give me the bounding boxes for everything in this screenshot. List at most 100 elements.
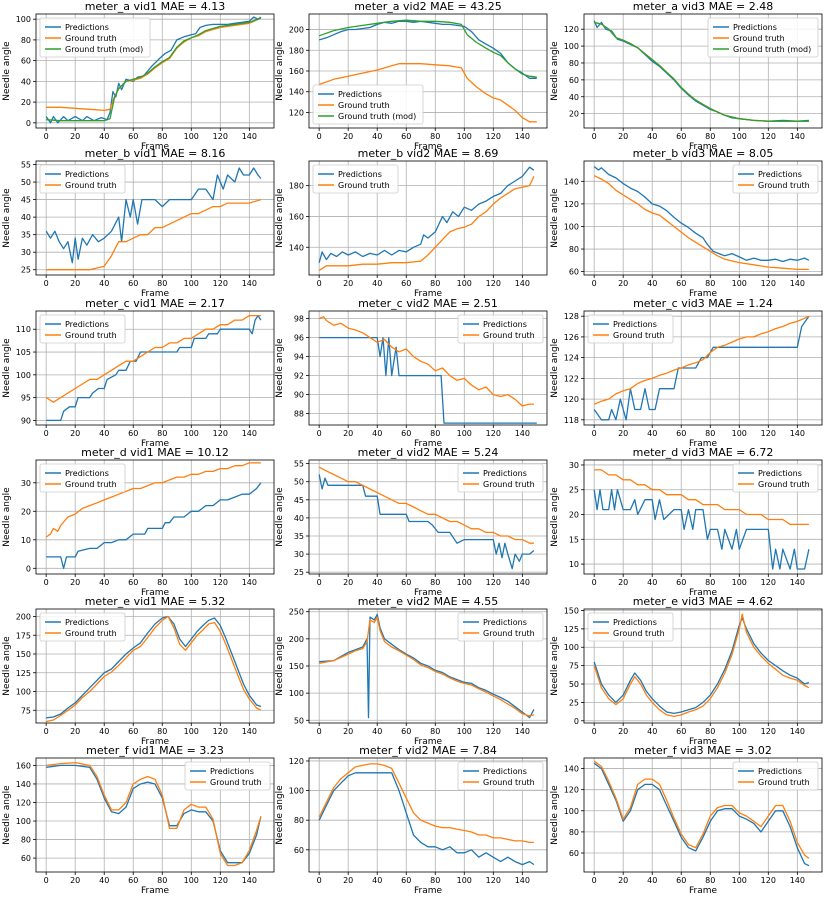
series-line-predictions bbox=[46, 615, 262, 719]
x-tick-label: 20 bbox=[70, 429, 80, 438]
legend-label: Ground truth bbox=[483, 629, 535, 638]
series-line-ground-truth bbox=[45, 314, 261, 403]
legend-label: Ground truth bbox=[758, 778, 810, 787]
y-tick-label: 160 bbox=[289, 212, 304, 221]
x-tick-label: 60 bbox=[401, 279, 411, 288]
legend-label: Predictions bbox=[338, 90, 382, 99]
x-axis-label: Frame bbox=[414, 142, 443, 152]
x-tick-label: 0 bbox=[592, 876, 597, 885]
chart-title: meter_a vid1 MAE = 4.13 bbox=[85, 0, 226, 13]
x-tick-label: 60 bbox=[401, 578, 411, 587]
x-tick-label: 60 bbox=[128, 727, 138, 736]
x-tick-label: 100 bbox=[457, 279, 472, 288]
x-tick-label: 120 bbox=[761, 876, 776, 885]
legend-label: Predictions bbox=[210, 767, 254, 776]
x-tick-label: 100 bbox=[184, 429, 199, 438]
chart-title: meter_c vid3 MAE = 1.24 bbox=[633, 297, 773, 310]
x-tick-label: 60 bbox=[676, 429, 686, 438]
x-tick-label: 100 bbox=[184, 132, 199, 141]
x-tick-label: 100 bbox=[184, 727, 199, 736]
x-tick-label: 140 bbox=[242, 279, 257, 288]
x-axis-label: Frame bbox=[414, 289, 443, 299]
y-tick-label: 50 bbox=[21, 178, 31, 187]
x-tick-label: 80 bbox=[705, 429, 715, 438]
legend: Predictions Ground truth bbox=[587, 612, 674, 642]
legend-label: Predictions bbox=[483, 767, 527, 776]
y-tick-label: 100 bbox=[564, 807, 579, 816]
x-tick-label: 80 bbox=[705, 578, 715, 587]
x-tick-label: 120 bbox=[213, 727, 228, 736]
y-tick-label: 120 bbox=[289, 108, 304, 117]
legend-box bbox=[312, 164, 399, 194]
legend-box bbox=[587, 612, 674, 642]
x-tick-label: 80 bbox=[430, 578, 440, 587]
axes-frame bbox=[583, 459, 823, 575]
x-tick-label: 80 bbox=[430, 876, 440, 885]
legend: Predictions Ground truth bbox=[587, 314, 674, 344]
y-tick-label: 60 bbox=[569, 76, 579, 85]
legend-label: Predictions bbox=[758, 767, 802, 776]
legend: Predictions Ground truth bbox=[184, 761, 271, 791]
y-tick-label: 200 bbox=[289, 26, 304, 35]
x-tick-label: 100 bbox=[732, 429, 747, 438]
y-tick-label: 160 bbox=[289, 67, 304, 76]
y-tick-label: 35 bbox=[294, 532, 304, 541]
y-tick-label: 100 bbox=[289, 787, 304, 796]
x-tick-label: 140 bbox=[790, 429, 805, 438]
x-tick-label: 60 bbox=[676, 132, 686, 141]
y-tick-label: 100 bbox=[16, 371, 31, 380]
y-axis-label: Needle angle bbox=[550, 188, 560, 248]
x-tick-label: 40 bbox=[99, 876, 109, 885]
y-tick-label: 25 bbox=[569, 486, 579, 495]
y-axis-label: Needle angle bbox=[2, 487, 12, 547]
y-tick-label: 40 bbox=[294, 514, 304, 523]
legend: Predictions Ground truth bbox=[39, 612, 126, 642]
subplot-1: 0 20 40 60 80 100 120 140 0 20 40 60 80 100 meter_a vi… bbox=[2, 0, 275, 152]
x-axis-label: Frame bbox=[141, 289, 170, 299]
x-tick-label: 0 bbox=[317, 578, 322, 587]
x-tick-label: 120 bbox=[761, 429, 776, 438]
series-line-ground-truth bbox=[593, 760, 810, 859]
subplot-16: 0 20 40 60 80 100 120 140 60 80 100 120 140 160 meter_… bbox=[2, 744, 275, 896]
y-axis-label: Needle angle bbox=[2, 636, 12, 696]
x-tick-label: 0 bbox=[317, 876, 322, 885]
x-tick-label: 20 bbox=[70, 279, 80, 288]
legend-label: Ground truth bbox=[338, 181, 390, 190]
y-tick-label: 150 bbox=[564, 606, 579, 615]
x-tick-label: 140 bbox=[515, 727, 530, 736]
x-tick-label: 0 bbox=[44, 578, 49, 587]
y-tick-label: 25 bbox=[569, 698, 579, 707]
legend-box bbox=[39, 463, 126, 493]
x-tick-label: 0 bbox=[592, 578, 597, 587]
x-tick-label: 40 bbox=[99, 132, 109, 141]
x-tick-label: 140 bbox=[242, 429, 257, 438]
subplot-2: 0 20 40 60 80 100 120 140 120 140 160 180 200 meter_a… bbox=[275, 0, 548, 152]
x-tick-label: 20 bbox=[70, 578, 80, 587]
x-tick-label: 40 bbox=[372, 578, 382, 587]
y-tick-label: 45 bbox=[294, 496, 304, 505]
x-tick-label: 20 bbox=[70, 132, 80, 141]
y-tick-label: 75 bbox=[569, 662, 579, 671]
legend-label: Ground truth bbox=[65, 629, 117, 638]
legend-label: Predictions bbox=[65, 469, 109, 478]
y-tick-label: 200 bbox=[289, 635, 304, 644]
legend: Predictions Ground truth bbox=[39, 314, 126, 344]
series-line-ground-truth bbox=[319, 616, 535, 717]
x-tick-label: 0 bbox=[592, 279, 597, 288]
series-line-ground-truth bbox=[46, 198, 262, 271]
legend-label: Predictions bbox=[613, 320, 657, 329]
y-tick-label: 45 bbox=[21, 196, 31, 205]
y-tick-label: 15 bbox=[569, 535, 579, 544]
y-tick-label: 30 bbox=[569, 461, 579, 470]
x-tick-label: 0 bbox=[44, 279, 49, 288]
subplot-7: 0 20 40 60 80 100 120 140 90 95 100 105 110 meter_c v… bbox=[2, 297, 275, 449]
y-axis-label: Needle angle bbox=[2, 785, 12, 845]
chart-title: meter_f vid3 MAE = 3.02 bbox=[634, 744, 772, 757]
legend-label: Predictions bbox=[483, 469, 527, 478]
y-axis-label: Needle angle bbox=[550, 338, 560, 398]
series-line-ground-truth bbox=[46, 615, 262, 723]
chart-title: meter_f vid2 MAE = 7.84 bbox=[359, 744, 497, 757]
x-tick-label: 40 bbox=[372, 727, 382, 736]
y-tick-label: 140 bbox=[564, 177, 579, 186]
legend-box bbox=[457, 761, 544, 791]
